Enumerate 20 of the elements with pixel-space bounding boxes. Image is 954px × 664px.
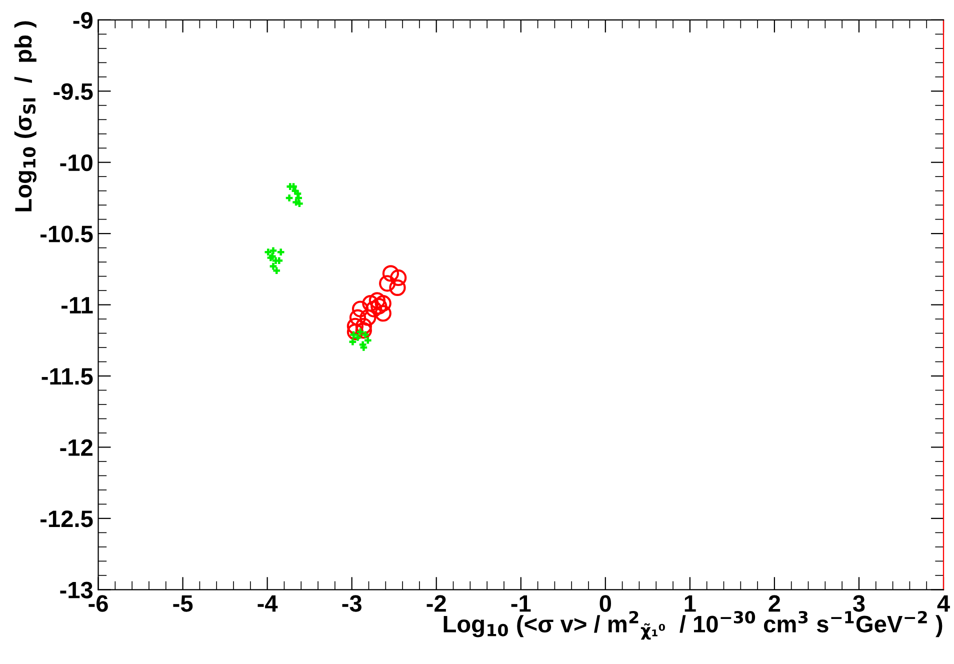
x-tick-label: -3 xyxy=(342,595,362,612)
y-tick-label: -9 xyxy=(73,12,93,29)
y-tick-label: -10.5 xyxy=(40,226,93,242)
x-tick-label: 3 xyxy=(852,595,865,612)
y-tick-label: -10 xyxy=(60,154,92,172)
y-tick-label: -11 xyxy=(62,297,93,314)
x-tick-label: 0 xyxy=(600,595,612,612)
x-tick-label: -5 xyxy=(173,595,193,612)
y-tick-label: -11.5 xyxy=(42,368,93,385)
text: Log$_{10}$ (<σ v> / m$^{2}$$_{χ̃₁⁰}$ / 10$^{−30}$ cm$^{3}$ s$^{−1}$GeV$^{−2}$ ) xyxy=(444,610,942,640)
y-tick-label: -12 xyxy=(60,439,92,456)
y-tick-label: -12.5 xyxy=(40,510,93,528)
x-tick-label: -4 xyxy=(258,595,278,612)
x-tick-label: 2 xyxy=(768,595,780,612)
x-tick-label: 4 xyxy=(937,595,950,612)
x-tick-label: -1 xyxy=(511,595,531,612)
x-tick-label: -2 xyxy=(426,595,446,612)
y-tick-label: -9.5 xyxy=(54,83,93,100)
x-tick-label: 1 xyxy=(684,595,696,612)
y-axis-title: Log$_{10}$ (σ$_{SI}$ / pb ) xyxy=(14,21,36,212)
